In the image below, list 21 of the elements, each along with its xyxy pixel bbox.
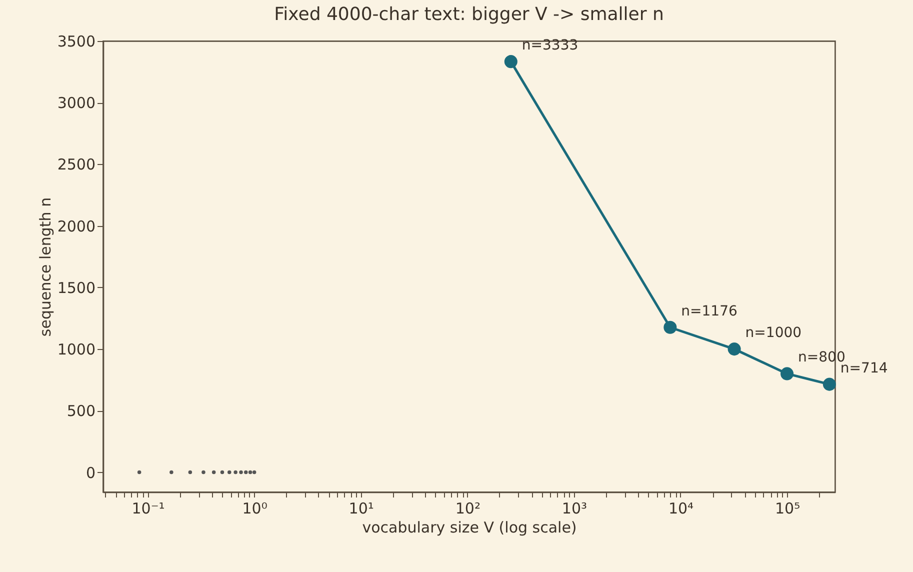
y-tick-label: 3000	[57, 94, 96, 112]
data-label: n=1000	[745, 325, 802, 342]
data-label: n=3333	[522, 38, 578, 54]
y-tick-label: 1000	[57, 340, 96, 359]
y-tick-label: 3500	[57, 32, 96, 50]
y-tick-label: 2500	[57, 156, 96, 174]
x-axis-title: vocabulary size V (log scale)	[362, 518, 577, 536]
y-tick-label: 500	[66, 402, 96, 420]
y-axis-title: sequence length n	[36, 197, 54, 337]
x-tick-label: 10⁴	[668, 500, 694, 518]
x-tick-label: 10³	[562, 500, 587, 518]
x-tick-label: 10⁻¹	[132, 500, 165, 518]
y-tick-label: 1500	[57, 278, 96, 297]
x-tick-label: 10¹	[348, 500, 374, 518]
y-tick-label: 0	[86, 464, 96, 482]
y-tick-label: 2000	[57, 217, 96, 236]
x-tick-label: 10²	[455, 500, 480, 518]
chart-title: Fixed 4000-char text: bigger V -> smaller n	[274, 4, 664, 25]
x-tick-label: 10⁰	[242, 500, 268, 518]
x-tick-label: 10⁵	[774, 500, 800, 518]
data-label: n=1176	[681, 303, 738, 320]
